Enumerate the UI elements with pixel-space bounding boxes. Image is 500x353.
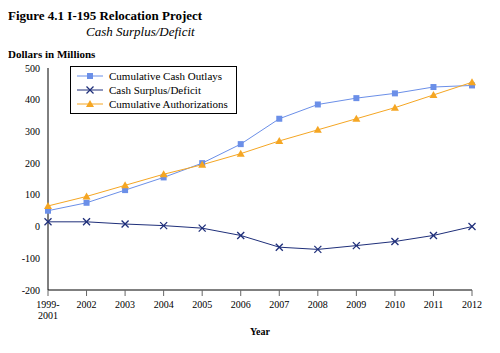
- svg-text:1999-: 1999-: [36, 299, 59, 310]
- svg-text:2010: 2010: [385, 299, 405, 310]
- svg-text:2004: 2004: [154, 299, 174, 310]
- svg-text:-200: -200: [22, 285, 40, 296]
- svg-text:500: 500: [25, 63, 40, 74]
- svg-text:200: 200: [25, 158, 40, 169]
- svg-text:2005: 2005: [192, 299, 212, 310]
- svg-text:100: 100: [25, 189, 40, 200]
- svg-text:0: 0: [35, 221, 40, 232]
- svg-text:2002: 2002: [77, 299, 97, 310]
- html-text:Figure 4.1 I-195 Relocation Pr: Figure 4.1 I-195 Relocation Project: [8, 8, 203, 23]
- svg-text:2003: 2003: [115, 299, 135, 310]
- html-text:Cumulative Authorizations: Cumulative Authorizations: [109, 98, 228, 110]
- svg-text:2009: 2009: [346, 299, 366, 310]
- svg-text:2008: 2008: [308, 299, 328, 310]
- html-text:Cumulative Cash Outlays: Cumulative Cash Outlays: [109, 70, 222, 82]
- svg-text:2001: 2001: [38, 310, 58, 321]
- svg-text:2011: 2011: [424, 299, 444, 310]
- svg-text:-100: -100: [22, 253, 40, 264]
- svg-text:2012: 2012: [462, 299, 482, 310]
- svg-text:2007: 2007: [269, 299, 289, 310]
- html-text:Dollars in Millions: Dollars in Millions: [8, 48, 96, 60]
- svg-text:Year: Year: [250, 326, 271, 337]
- svg-text:400: 400: [25, 94, 40, 105]
- svg-text:2006: 2006: [231, 299, 251, 310]
- html-text:Cash Surplus/Deficit: Cash Surplus/Deficit: [109, 84, 201, 96]
- svg-text:300: 300: [25, 126, 40, 137]
- html-text:Cash Surplus/Deficit: Cash Surplus/Deficit: [86, 24, 195, 39]
